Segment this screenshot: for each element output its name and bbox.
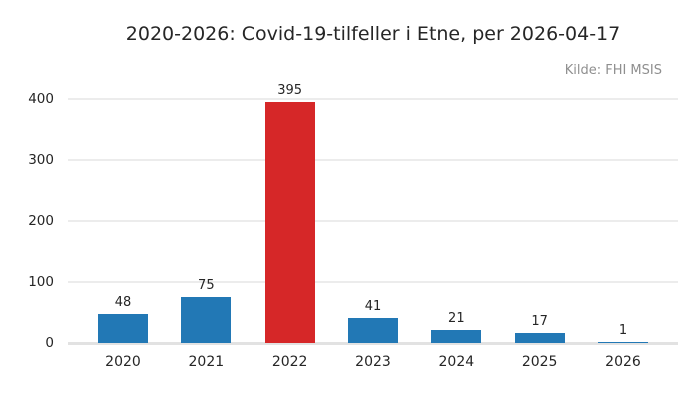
x-tick-label: 2023 xyxy=(355,354,391,370)
x-tick-label: 2024 xyxy=(438,354,475,370)
gridline xyxy=(68,98,678,100)
bar-2023 xyxy=(348,318,398,343)
bar-value-label: 395 xyxy=(277,83,303,99)
bar-2025 xyxy=(514,332,565,343)
bar-value-label: 41 xyxy=(364,299,382,314)
bar-value-label: 1 xyxy=(618,323,628,339)
x-tick-label: 2026 xyxy=(605,354,641,370)
y-tick-label: 0 xyxy=(45,335,54,351)
bar-2020 xyxy=(98,313,148,343)
bar-value-label: 21 xyxy=(448,311,465,327)
plot-area: 48 75 395 41 21 17 1 xyxy=(68,83,678,345)
gridline xyxy=(68,220,678,222)
x-tick-label: 2022 xyxy=(271,354,308,370)
bar-value-label: 17 xyxy=(531,313,548,329)
bar-value-label: 48 xyxy=(114,294,132,310)
y-tick-label: 200 xyxy=(28,213,54,229)
x-tick-label: 2025 xyxy=(521,354,558,370)
bar-2026 xyxy=(598,342,648,343)
x-tick-label: 2021 xyxy=(188,354,225,370)
source-caption: Kilde: FHI MSIS xyxy=(564,63,662,78)
bar-2021 xyxy=(181,297,232,343)
y-tick-label: 100 xyxy=(28,274,54,290)
bar-value-label: 75 xyxy=(198,278,215,294)
bar-2022 xyxy=(264,102,315,343)
chart-title: 2020-2026: Covid-19-tilfeller i Etne, pe… xyxy=(125,23,621,45)
x-axis-line xyxy=(68,341,678,345)
bar-2024 xyxy=(431,330,482,343)
gridline xyxy=(68,281,678,283)
gridline xyxy=(68,159,678,161)
y-tick-label: 300 xyxy=(28,152,54,168)
x-tick-label: 2020 xyxy=(105,354,141,370)
y-tick-label: 400 xyxy=(28,91,54,107)
